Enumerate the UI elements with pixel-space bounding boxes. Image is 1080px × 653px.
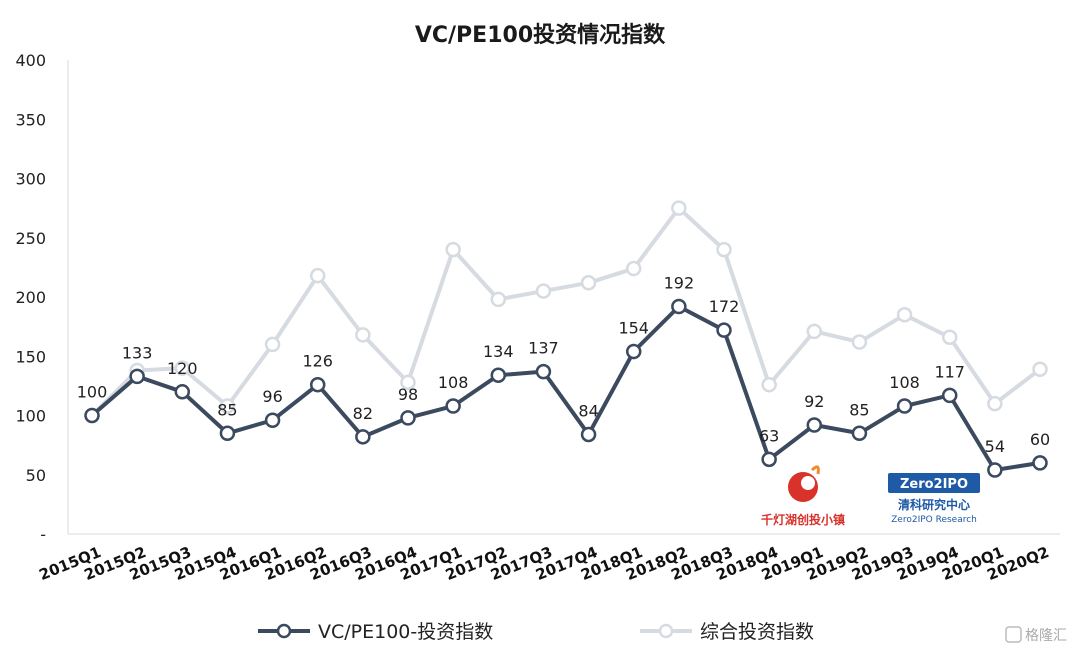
data-label-vcpe: 108	[889, 373, 920, 392]
data-point-vcpe	[400, 410, 416, 426]
data-point-composite	[987, 395, 1003, 412]
zero2ipo-logo: Zero2IPO 清科研究中心 Zero2IPO Research	[888, 473, 980, 525]
data-label-vcpe: 85	[849, 400, 869, 419]
y-tick-label: 250	[15, 229, 46, 248]
data-label-vcpe: 96	[262, 387, 282, 406]
data-label-vcpe: 133	[122, 343, 153, 362]
data-point-composite	[625, 260, 642, 277]
data-point-composite	[941, 329, 958, 346]
data-label-vcpe: 172	[709, 297, 740, 316]
data-point-vcpe	[716, 322, 732, 338]
data-label-vcpe: 84	[578, 401, 598, 420]
y-tick-label: 200	[15, 288, 46, 307]
x-tick-labels: 2015Q12015Q22015Q32015Q42016Q12016Q22016…	[37, 543, 1052, 584]
data-point-composite	[355, 327, 371, 343]
data-point-composite	[761, 376, 777, 393]
data-point-vcpe	[445, 398, 461, 414]
watermark-icon	[1005, 626, 1022, 643]
series-layer	[84, 200, 1048, 478]
chart-title: VC/PE100投资情况指数	[415, 22, 666, 48]
legend-marker-vcpe	[276, 623, 292, 639]
data-point-composite	[309, 267, 326, 284]
data-labels: 100 133 120 85 96 126 82 98 108 134 137 84 154 192 172…	[77, 273, 1050, 456]
y-tick-label: 50	[26, 466, 46, 485]
data-label-vcpe: 134	[483, 342, 514, 361]
data-point-vcpe	[671, 298, 687, 315]
y-tick-label: 100	[15, 407, 46, 426]
zero2ipo-logo-badge	[888, 473, 980, 493]
data-label-vcpe: 117	[934, 362, 965, 381]
legend-label-composite: 综合投资指数	[700, 621, 814, 643]
data-label-vcpe: 154	[618, 319, 649, 338]
data-point-composite	[535, 283, 552, 299]
data-point-composite	[219, 398, 236, 414]
data-label-vcpe: 82	[353, 404, 373, 423]
data-label-vcpe: 192	[664, 273, 695, 292]
data-point-composite	[671, 200, 687, 216]
data-point-composite	[851, 334, 868, 350]
data-label-vcpe: 63	[759, 426, 779, 445]
y-tick-label: 300	[15, 170, 46, 189]
data-point-vcpe	[264, 412, 281, 428]
data-point-vcpe	[987, 462, 1003, 478]
data-point-vcpe	[806, 417, 823, 433]
data-point-vcpe	[1032, 455, 1048, 471]
data-point-vcpe	[625, 343, 642, 360]
data-point-composite	[1032, 361, 1048, 378]
data-point-vcpe	[174, 384, 191, 400]
y-tick-label: 400	[15, 51, 46, 70]
data-point-vcpe	[851, 425, 868, 442]
legend: VC/PE100-投资指数 综合投资指数	[258, 621, 814, 643]
y-tick-label: 350	[15, 110, 46, 129]
data-point-composite	[806, 323, 823, 340]
legend-label-vcpe: VC/PE100-投资指数	[318, 621, 493, 643]
data-point-vcpe	[84, 407, 100, 424]
data-point-vcpe	[309, 376, 326, 393]
watermark: 格隆汇	[1005, 626, 1067, 644]
data-point-vcpe	[896, 398, 913, 414]
data-label-vcpe: 98	[398, 385, 418, 404]
data-point-vcpe	[761, 451, 777, 468]
data-point-composite	[490, 291, 507, 308]
data-point-vcpe	[219, 425, 236, 442]
zero2ipo-logo-cn: 清科研究中心	[898, 497, 970, 512]
qiandenghu-logo: 千灯湖创投小镇	[761, 465, 845, 527]
y-tick-labels: - 50 100 150 200 250 300 350 400	[15, 51, 46, 544]
data-point-vcpe	[490, 367, 507, 383]
data-label-vcpe: 100	[77, 383, 108, 402]
data-label-vcpe: 126	[302, 352, 333, 371]
zero2ipo-logo-en: Zero2IPO Research	[891, 515, 977, 525]
legend-marker-composite	[658, 623, 674, 639]
series-line-vcpe	[90, 304, 1041, 473]
data-point-composite	[580, 275, 597, 291]
data-point-composite	[716, 241, 732, 258]
data-point-vcpe	[580, 426, 597, 443]
data-label-vcpe: 54	[985, 437, 1005, 456]
qiandenghu-logo-text: 千灯湖创投小镇	[761, 512, 845, 527]
data-point-composite	[400, 374, 416, 391]
data-point-composite	[264, 336, 281, 353]
qiandenghu-logo-inner	[801, 476, 815, 490]
data-point-composite	[896, 307, 913, 323]
data-label-vcpe: 92	[804, 392, 824, 411]
qiandenghu-logo-flame	[810, 465, 820, 475]
data-point-composite	[174, 360, 191, 376]
data-point-composite	[445, 241, 461, 258]
data-label-vcpe: 137	[528, 339, 559, 358]
data-label-vcpe: 60	[1030, 430, 1050, 449]
data-label-vcpe: 85	[217, 400, 237, 419]
watermark-text: 格隆汇	[1025, 628, 1067, 644]
data-point-vcpe	[941, 387, 958, 404]
data-label-vcpe: 108	[438, 373, 469, 392]
y-tick-label: -	[40, 525, 46, 544]
series-line-composite	[90, 206, 1042, 417]
data-point-vcpe	[535, 363, 552, 380]
zero2ipo-logo-badge-text: Zero2IPO	[900, 477, 968, 492]
data-point-vcpe	[129, 368, 145, 385]
data-point-vcpe	[355, 429, 371, 445]
y-tick-label: 150	[15, 347, 46, 366]
data-label-vcpe: 120	[167, 359, 198, 378]
